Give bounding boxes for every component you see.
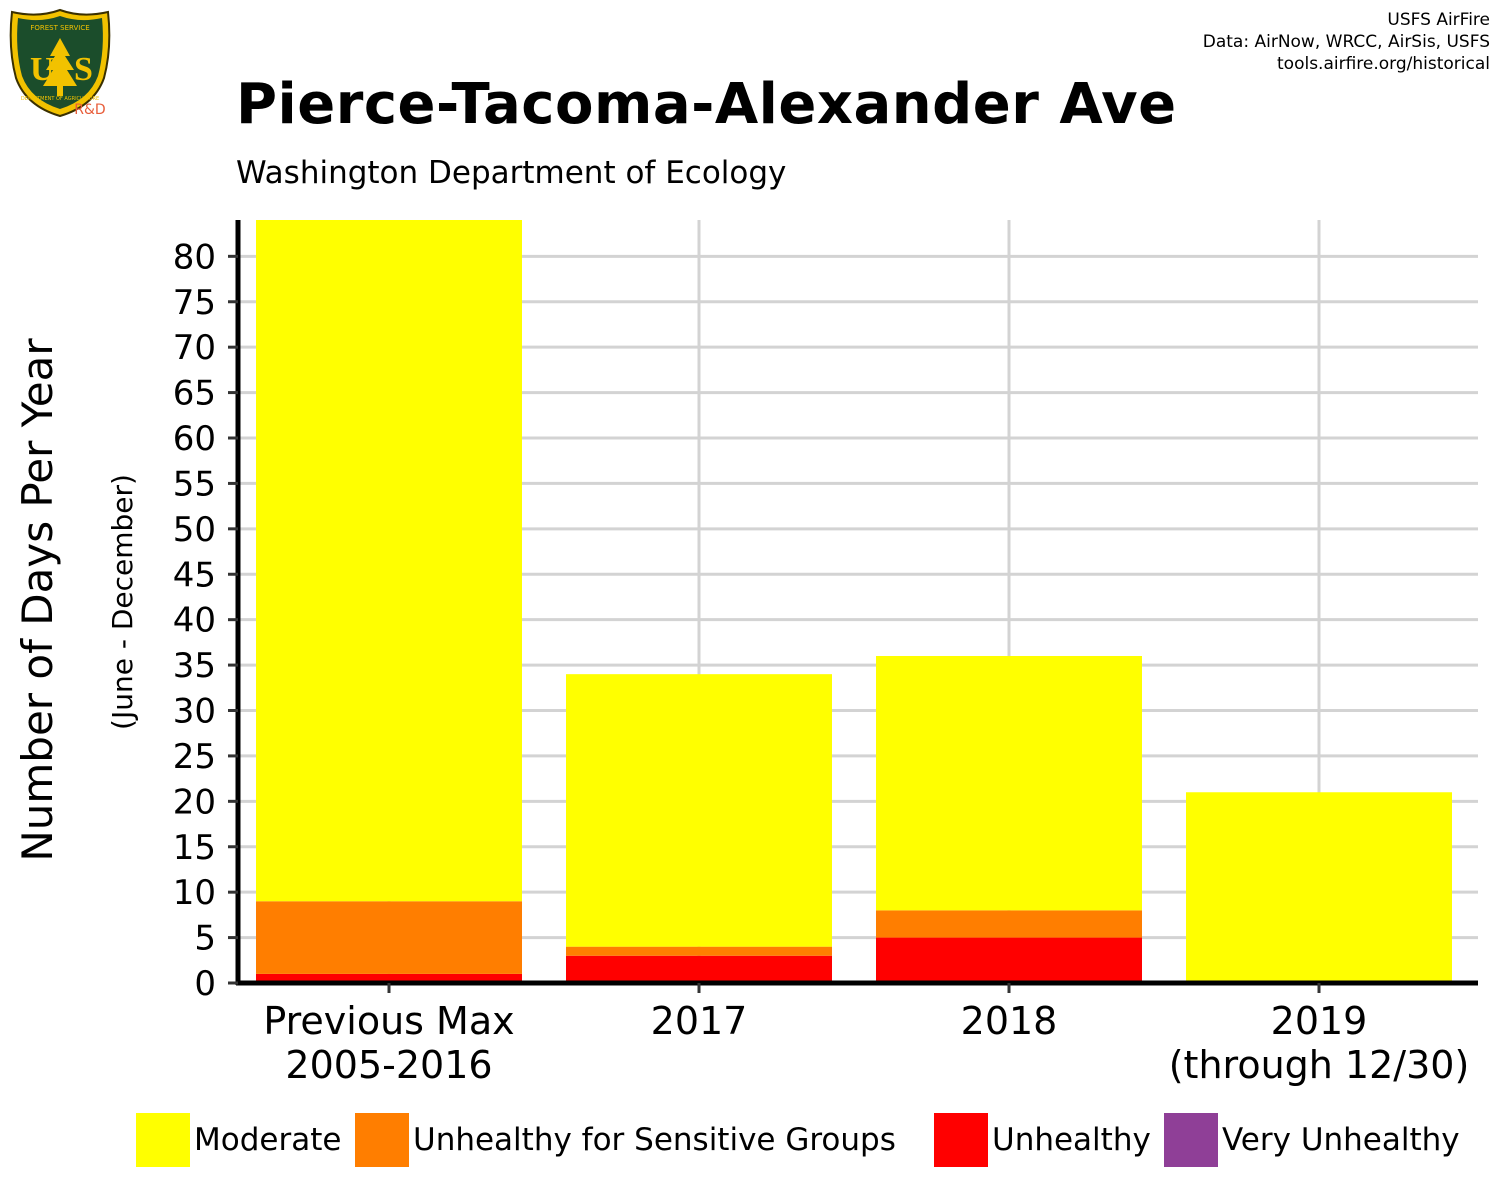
y-tick-label: 45 [173,555,216,595]
y-tick-label: 30 [173,692,216,732]
legend-label-moderate: Moderate [194,1122,342,1158]
y-tick-label: 75 [173,283,216,323]
bar-segment-unhealthy [566,955,832,983]
legend-item-usg: Unhealthy for Sensitive Groups [355,1112,896,1168]
svg-text:U: U [30,51,55,88]
x-tick-label: 2018 [961,999,1058,1043]
y-tick-label: 70 [173,328,216,368]
y-tick-label: 0 [194,964,216,1004]
credits-org: USFS AirFire [1387,10,1490,30]
bar-segment-unhealthy [256,973,522,983]
legend-label-unhealthy: Unhealthy [992,1122,1151,1158]
legend-item-moderate: Moderate [136,1112,341,1168]
bar-segment-moderate [566,674,832,947]
y-tick-label: 35 [173,646,216,686]
legend-swatch-unhealthy [934,1113,988,1167]
credits-data-sources: Data: AirNow, WRCC, AirSis, USFS [1202,32,1490,52]
usfs-logo: U S FOREST SERVICE DEPARTMENT OF AGRICUL… [9,8,111,118]
y-tick-label: 55 [173,464,216,504]
legend-item-very_unhealthy: Very Unhealthy [1164,1112,1460,1168]
y-tick-label: 10 [173,873,216,913]
x-tick-label: Previous Max 2005-2016 [263,999,514,1087]
y-tick-label: 5 [194,919,216,959]
svg-text:S: S [74,51,93,88]
bar-segment-moderate [256,220,522,902]
svg-text:FOREST SERVICE: FOREST SERVICE [30,24,89,32]
legend-label-very_unhealthy: Very Unhealthy [1222,1122,1460,1158]
y-tick-label: 40 [173,601,216,641]
y-tick-label: 20 [173,782,216,822]
credits-url: tools.airfire.org/historical [1277,54,1490,74]
chart-title: Pierce-Tacoma-Alexander Ave [236,72,1177,137]
legend-swatch-usg [355,1113,409,1167]
bar-segment-usg [256,901,522,974]
credits: USFS AirFire Data: AirNow, WRCC, AirSis,… [1203,9,1490,75]
legend-swatch-very_unhealthy [1164,1113,1218,1167]
legend-swatch-moderate [136,1113,190,1167]
y-axis-label: Number of Days Per Year [13,338,62,862]
y-tick-label: 50 [173,510,216,550]
y-tick-label: 80 [173,237,216,277]
bar-segment-usg [566,946,832,956]
y-axis-sublabel: (June - December) [106,474,139,730]
y-tick-label: 25 [173,737,216,777]
bar-segment-moderate [876,656,1142,911]
x-tick-label: 2019 (through 12/30) [1169,999,1470,1087]
y-tick-label: 60 [173,419,216,459]
bar-segment-unhealthy [876,937,1142,983]
y-tick-label: 65 [173,374,216,414]
svg-text:R&D: R&D [74,102,105,118]
bar-segment-moderate [1186,792,1452,983]
bar-segment-usg [876,910,1142,938]
svg-text:DEPARTMENT OF AGRICULTURE: DEPARTMENT OF AGRICULTURE [21,96,99,102]
x-tick-label: 2017 [651,999,748,1043]
legend-item-unhealthy: Unhealthy [934,1112,1151,1168]
legend-label-usg: Unhealthy for Sensitive Groups [413,1122,896,1158]
y-tick-label: 15 [173,828,216,868]
chart-subtitle: Washington Department of Ecology [236,155,787,191]
